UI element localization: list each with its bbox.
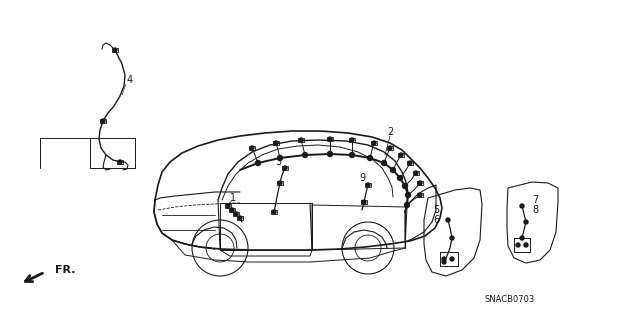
Circle shape <box>446 218 450 222</box>
Bar <box>407 161 413 165</box>
Circle shape <box>113 48 117 52</box>
Circle shape <box>255 160 260 166</box>
Circle shape <box>404 203 410 207</box>
Circle shape <box>349 152 355 158</box>
Text: 4: 4 <box>127 75 133 85</box>
Text: 7: 7 <box>532 195 538 205</box>
Circle shape <box>516 243 520 247</box>
Bar <box>417 181 423 185</box>
Circle shape <box>303 152 307 158</box>
Bar <box>225 204 231 208</box>
Bar <box>249 146 255 150</box>
Circle shape <box>250 146 254 150</box>
Bar <box>273 141 279 145</box>
Text: 9: 9 <box>359 173 365 183</box>
Bar <box>417 193 423 197</box>
Text: 1: 1 <box>230 193 236 203</box>
Bar <box>229 208 235 212</box>
Circle shape <box>350 138 354 142</box>
Circle shape <box>372 141 376 145</box>
Circle shape <box>524 220 528 224</box>
Bar <box>117 160 123 164</box>
Text: 6: 6 <box>433 215 439 225</box>
Circle shape <box>278 181 282 185</box>
Circle shape <box>450 236 454 240</box>
Circle shape <box>397 175 403 181</box>
Circle shape <box>388 146 392 150</box>
Circle shape <box>101 119 105 123</box>
Bar <box>100 119 106 123</box>
Circle shape <box>272 210 276 214</box>
Circle shape <box>442 260 446 264</box>
Bar <box>112 48 118 52</box>
Text: FR.: FR. <box>55 265 76 275</box>
Circle shape <box>406 192 410 197</box>
Circle shape <box>362 200 366 204</box>
Bar <box>298 138 304 142</box>
Bar <box>277 181 283 185</box>
Bar <box>365 183 371 187</box>
Circle shape <box>238 216 242 220</box>
Circle shape <box>234 212 238 216</box>
Circle shape <box>403 183 408 189</box>
Circle shape <box>520 236 524 240</box>
Bar <box>361 200 367 204</box>
Circle shape <box>278 155 282 160</box>
Circle shape <box>283 166 287 170</box>
Circle shape <box>328 137 332 141</box>
Circle shape <box>408 161 412 165</box>
Circle shape <box>328 152 333 157</box>
Circle shape <box>418 193 422 197</box>
Circle shape <box>524 243 528 247</box>
Circle shape <box>274 141 278 145</box>
Bar <box>282 166 288 170</box>
Text: 3: 3 <box>275 157 281 167</box>
Circle shape <box>118 160 122 164</box>
Circle shape <box>381 160 387 166</box>
Circle shape <box>414 171 418 175</box>
Circle shape <box>390 167 396 173</box>
Circle shape <box>366 183 370 187</box>
Circle shape <box>226 204 230 208</box>
Bar <box>398 153 404 157</box>
Bar <box>371 141 377 145</box>
Text: 2: 2 <box>387 127 393 137</box>
Circle shape <box>399 153 403 157</box>
Text: SNACB0703: SNACB0703 <box>485 295 535 305</box>
Bar <box>349 138 355 142</box>
Circle shape <box>299 138 303 142</box>
Bar <box>413 171 419 175</box>
Circle shape <box>230 208 234 212</box>
Text: 5: 5 <box>433 205 439 215</box>
Bar <box>271 210 277 214</box>
Circle shape <box>520 204 524 208</box>
Bar <box>387 146 393 150</box>
Bar <box>327 137 333 141</box>
Circle shape <box>418 181 422 185</box>
Circle shape <box>367 155 372 160</box>
Circle shape <box>450 257 454 261</box>
Bar <box>233 212 239 216</box>
Circle shape <box>442 257 446 261</box>
Bar <box>237 216 243 220</box>
Text: 8: 8 <box>532 205 538 215</box>
